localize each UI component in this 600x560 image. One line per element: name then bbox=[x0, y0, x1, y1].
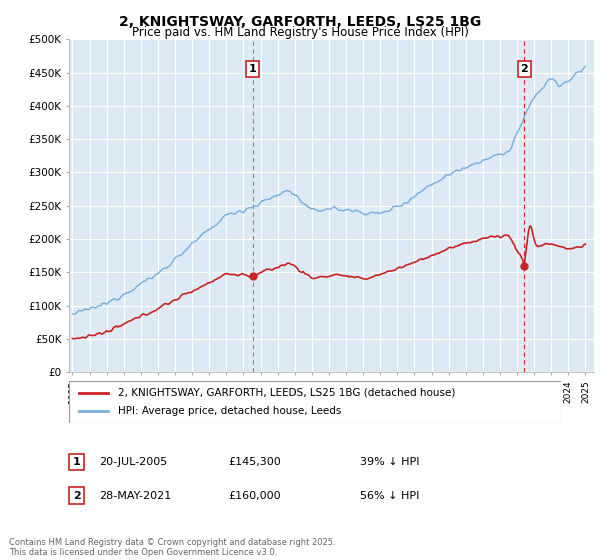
Text: 39% ↓ HPI: 39% ↓ HPI bbox=[360, 457, 419, 467]
FancyBboxPatch shape bbox=[69, 381, 561, 423]
Text: 20-JUL-2005: 20-JUL-2005 bbox=[99, 457, 167, 467]
Text: 2, KNIGHTSWAY, GARFORTH, LEEDS, LS25 1BG (detached house): 2, KNIGHTSWAY, GARFORTH, LEEDS, LS25 1BG… bbox=[118, 388, 455, 398]
Text: Price paid vs. HM Land Registry's House Price Index (HPI): Price paid vs. HM Land Registry's House … bbox=[131, 26, 469, 39]
Text: 2, KNIGHTSWAY, GARFORTH, LEEDS, LS25 1BG: 2, KNIGHTSWAY, GARFORTH, LEEDS, LS25 1BG bbox=[119, 15, 481, 29]
Text: 1: 1 bbox=[249, 64, 257, 74]
Text: HPI: Average price, detached house, Leeds: HPI: Average price, detached house, Leed… bbox=[118, 406, 341, 416]
Text: 2: 2 bbox=[73, 491, 80, 501]
Text: 1: 1 bbox=[73, 457, 80, 467]
Text: 56% ↓ HPI: 56% ↓ HPI bbox=[360, 491, 419, 501]
Text: 2: 2 bbox=[520, 64, 528, 74]
Text: 28-MAY-2021: 28-MAY-2021 bbox=[99, 491, 171, 501]
Text: Contains HM Land Registry data © Crown copyright and database right 2025.
This d: Contains HM Land Registry data © Crown c… bbox=[9, 538, 335, 557]
Text: £160,000: £160,000 bbox=[228, 491, 281, 501]
Text: £145,300: £145,300 bbox=[228, 457, 281, 467]
